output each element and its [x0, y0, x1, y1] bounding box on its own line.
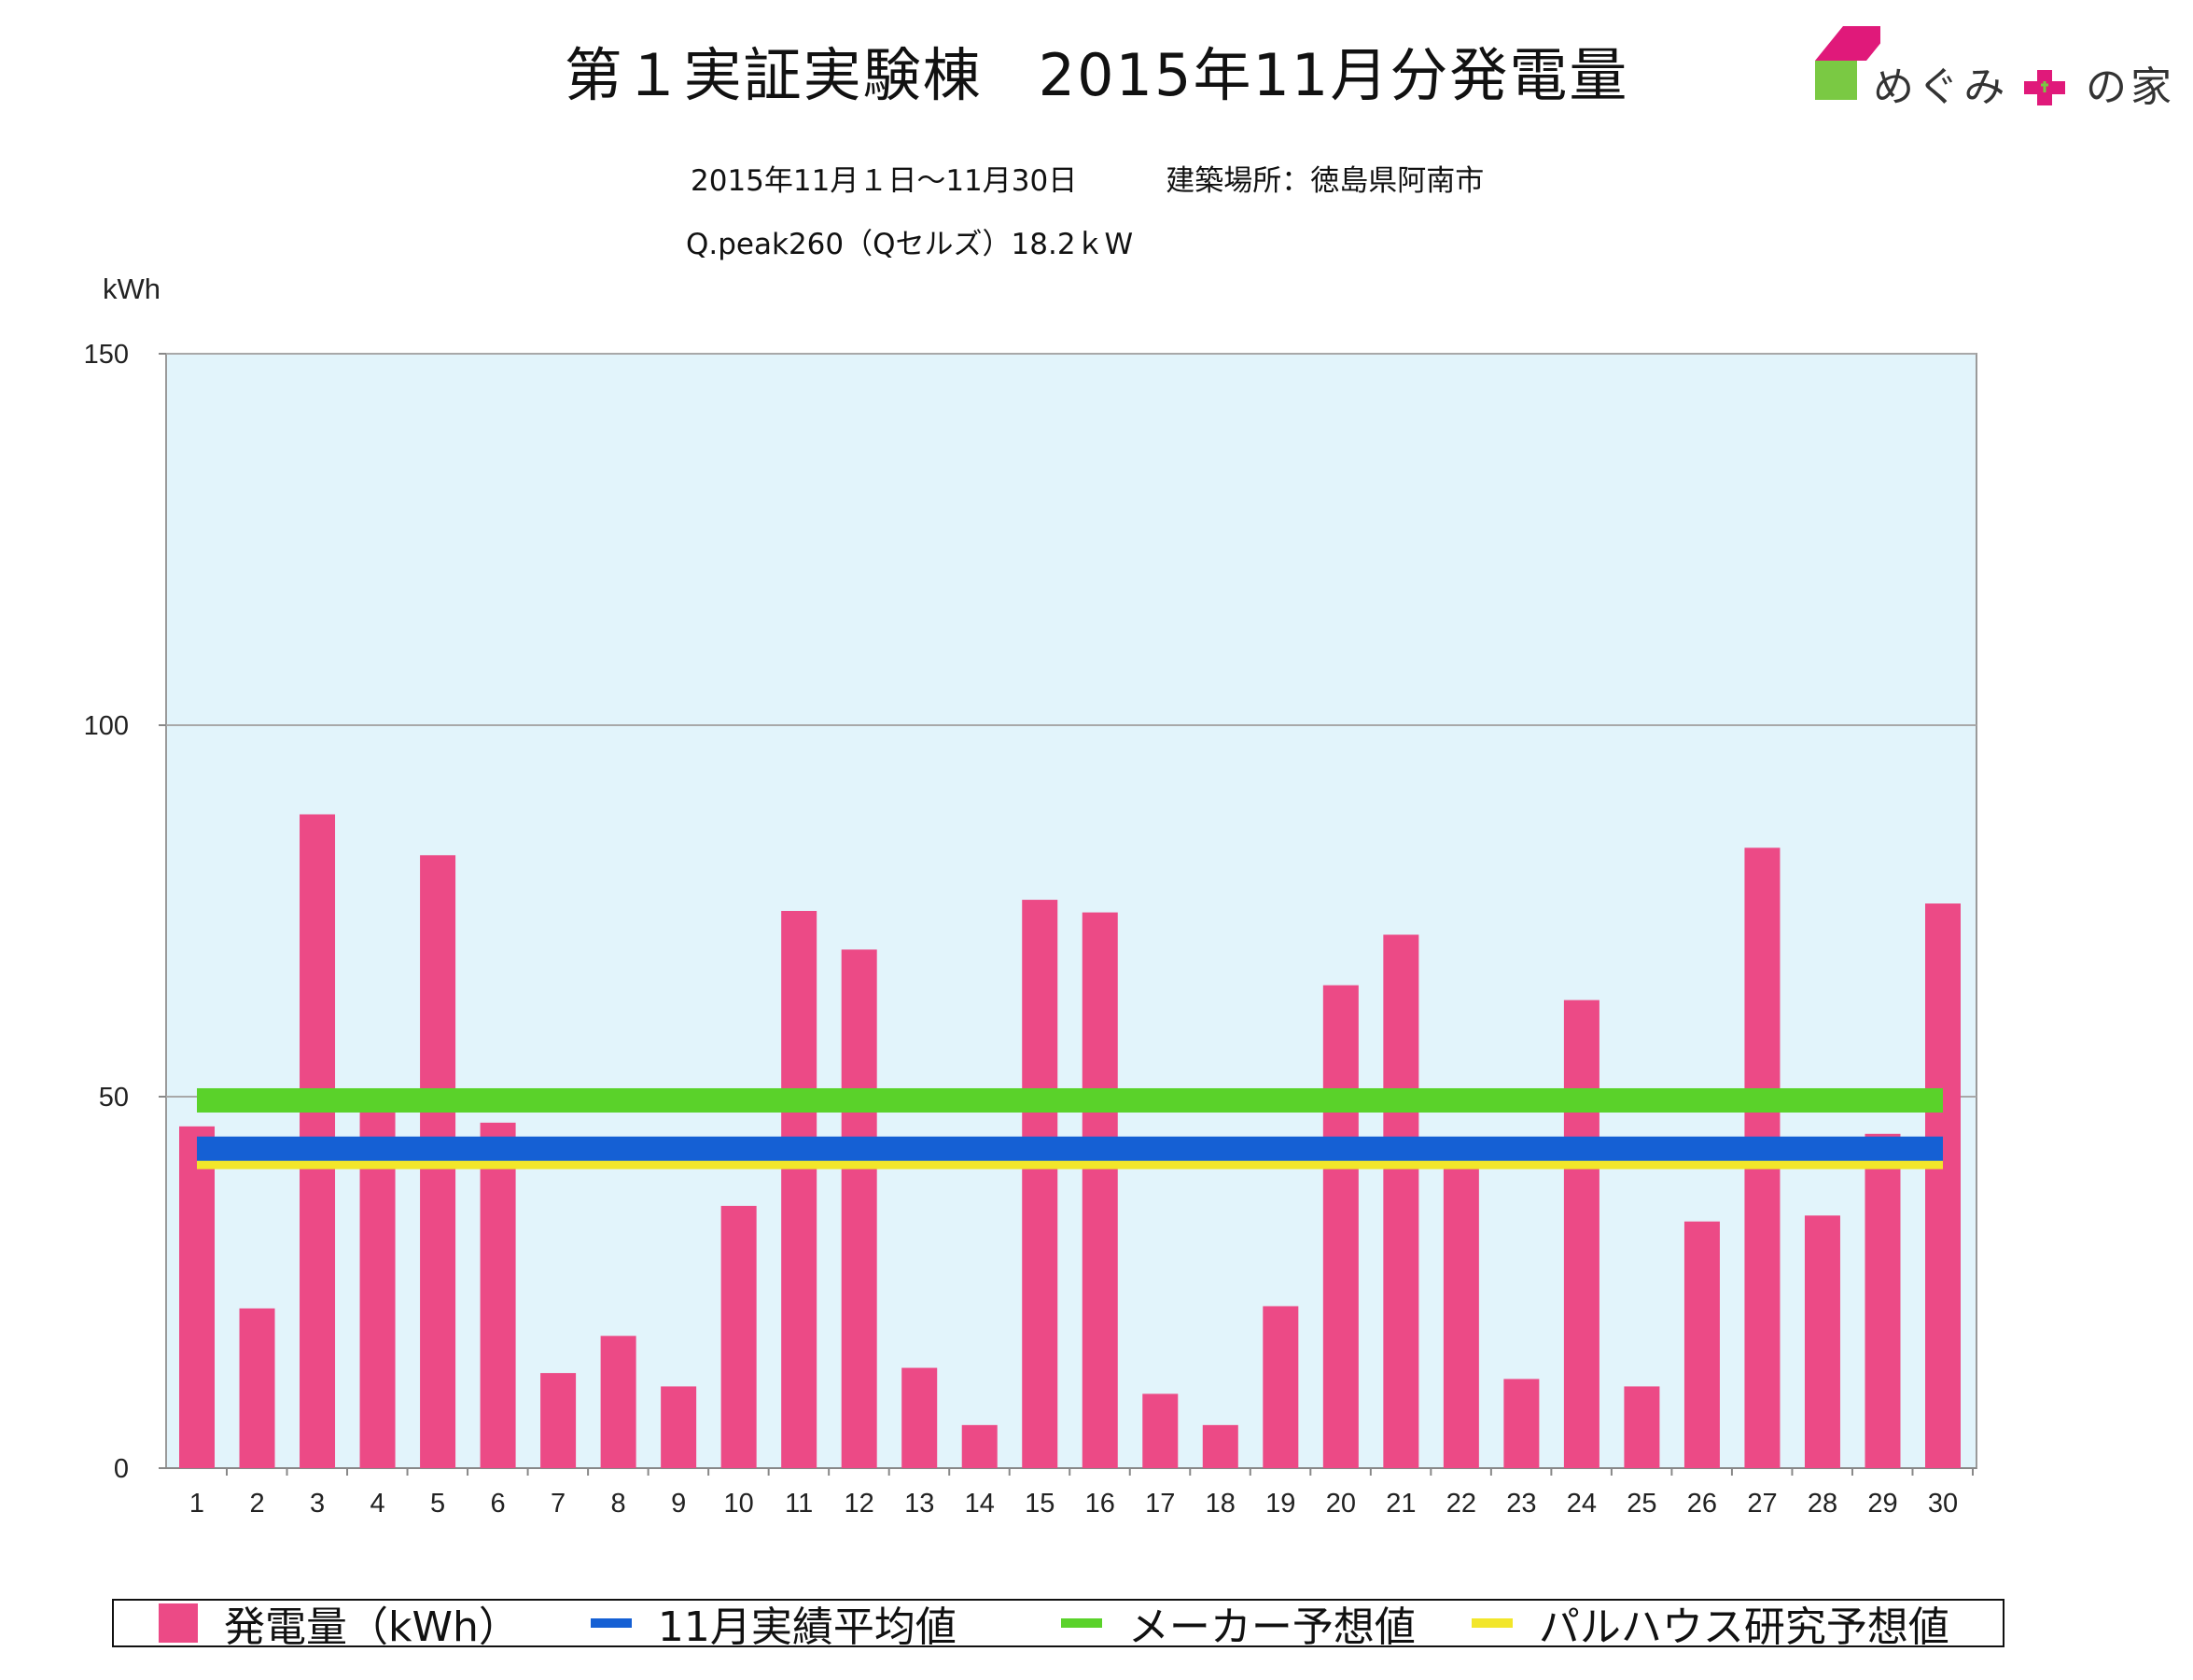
location-text: 建築場所：徳島県阿南市 [1166, 164, 1485, 198]
bar [841, 949, 877, 1468]
x-tick-label: 1 [189, 1489, 204, 1519]
plot-area [165, 353, 1977, 1469]
bar [1322, 985, 1359, 1468]
bar [1443, 1163, 1479, 1468]
bar [1804, 1215, 1840, 1468]
legend-item-generation: 発電量（kWh） [114, 1601, 520, 1651]
bar [1383, 934, 1419, 1468]
x-tick-label: 25 [1627, 1489, 1656, 1519]
chart-title-part2: 2015年11月分発電量 [1038, 41, 1629, 109]
bar [1022, 900, 1058, 1468]
bar [1624, 1386, 1660, 1468]
x-tick-label: 9 [671, 1489, 686, 1519]
legend-item-palhouse-forecast: パルハウス研究予想値 [1471, 1601, 1949, 1651]
bar [1925, 903, 1961, 1468]
bar [1865, 1133, 1901, 1468]
x-tick-label: 5 [430, 1489, 445, 1519]
x-tick-label: 8 [611, 1489, 626, 1519]
chart-title-part1: 第１実証実験棟 [564, 41, 983, 109]
logo-cross-icon [2024, 70, 2065, 105]
bar [901, 1367, 938, 1468]
bar [1563, 1000, 1599, 1468]
x-tick-label: 30 [1928, 1489, 1958, 1519]
logo-wall [1815, 61, 1857, 100]
bar [1503, 1379, 1540, 1468]
y-tick-label: 150 [84, 340, 129, 370]
house-logo-icon [1815, 26, 1880, 100]
bar [540, 1373, 577, 1468]
bar [1263, 1306, 1299, 1468]
bar [1142, 1393, 1179, 1468]
x-tick-label: 17 [1145, 1489, 1175, 1519]
period-text: 2015年11月１日〜11月30日 [691, 164, 1078, 198]
x-tick-label: 14 [965, 1489, 995, 1519]
legend-label-generation: 発電量（kWh） [224, 1603, 520, 1651]
x-tick-label: 19 [1265, 1489, 1295, 1519]
reference-line [197, 1136, 1943, 1161]
x-tick-label: 26 [1687, 1489, 1717, 1519]
bar [720, 1206, 757, 1468]
logo-text-left: めぐみ [1873, 63, 2009, 111]
x-tick-label: 24 [1567, 1489, 1597, 1519]
legend-item-maker-forecast: メーカー予想値 [1060, 1601, 1416, 1651]
logo-text-right: の家 [2086, 63, 2175, 111]
x-tick-label: 3 [310, 1489, 325, 1519]
x-tick-label: 11 [785, 1489, 813, 1519]
y-tick-label: 0 [114, 1454, 129, 1484]
bar [1082, 912, 1118, 1468]
y-tick-label: 50 [99, 1083, 129, 1113]
bar [1683, 1221, 1720, 1468]
y-tick-label: 100 [84, 711, 129, 741]
legend-swatch-generation [159, 1603, 198, 1643]
bar [600, 1336, 636, 1468]
x-tick-label: 21 [1386, 1489, 1416, 1519]
legend-swatch-actual-average [590, 1618, 632, 1628]
bar [781, 911, 817, 1468]
bar [961, 1424, 998, 1468]
x-tick-label: 29 [1867, 1489, 1897, 1519]
legend-swatch-maker-forecast [1060, 1618, 1102, 1628]
x-tick-label: 20 [1326, 1489, 1356, 1519]
x-tick-label: 6 [491, 1489, 506, 1519]
legend-label-maker-forecast: メーカー予想値 [1127, 1603, 1416, 1651]
x-tick-label: 13 [904, 1489, 934, 1519]
x-tick-label: 7 [551, 1489, 566, 1519]
x-tick-label: 27 [1747, 1489, 1777, 1519]
bar [179, 1126, 215, 1468]
x-tick-label: 28 [1808, 1489, 1837, 1519]
bar [480, 1122, 516, 1468]
x-tick-label: 15 [1025, 1489, 1055, 1519]
reference-line [197, 1087, 1943, 1113]
x-tick-label: 12 [845, 1489, 874, 1519]
legend-label-palhouse-forecast: パルハウス研究予想値 [1538, 1603, 1949, 1651]
x-tick-label: 10 [724, 1489, 754, 1519]
bar [1202, 1424, 1238, 1468]
brand-logo: めぐみ の家 [1815, 23, 2184, 111]
legend-label-actual-average: 11月実績平均値 [657, 1603, 957, 1651]
chart-title: 第１実証実験棟 2015年11月分発電量 [0, 28, 2193, 112]
chart-legend: 発電量（kWh） 11月実績平均値 メーカー予想値 パルハウス研究予想値 [112, 1599, 2004, 1651]
legend-item-actual-average: 11月実績平均値 [590, 1601, 957, 1651]
bar [239, 1308, 275, 1468]
y-axis-label: kWh [103, 273, 161, 305]
system-spec: Q.peak260（Qセルズ）18.2ｋW [686, 228, 1134, 261]
x-tick-label: 22 [1446, 1489, 1476, 1519]
bar [661, 1386, 697, 1468]
x-tick-label: 4 [370, 1489, 384, 1519]
x-tick-label: 23 [1506, 1489, 1536, 1519]
legend-swatch-palhouse-forecast [1471, 1618, 1513, 1628]
logo-roof [1815, 26, 1880, 61]
x-tick-label: 2 [249, 1489, 264, 1519]
x-tick-label: 18 [1206, 1489, 1236, 1519]
chart-subtitle-period: 2015年11月１日〜11月30日 建築場所：徳島県阿南市 [691, 157, 1484, 199]
x-tick-label: 16 [1085, 1489, 1115, 1519]
